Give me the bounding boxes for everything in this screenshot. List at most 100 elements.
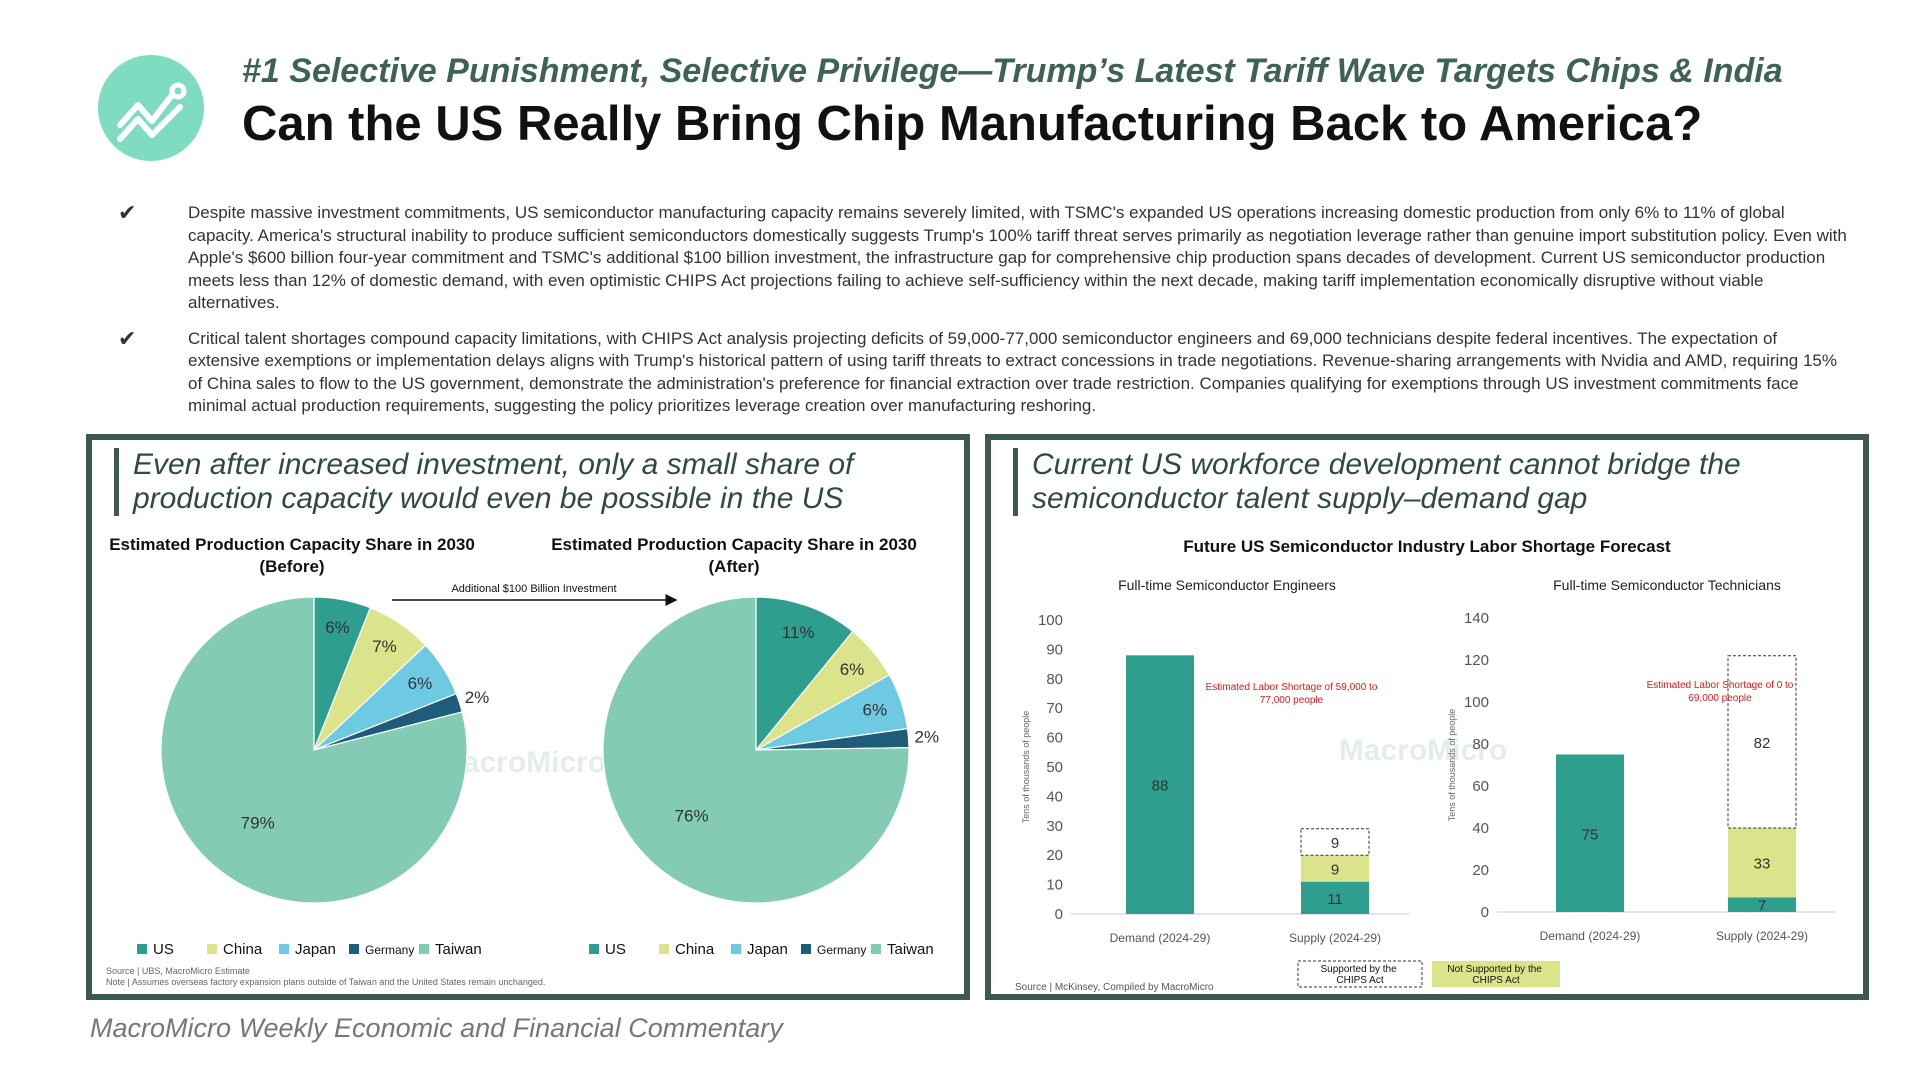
bar-value-label: 75 xyxy=(1582,826,1599,843)
legend-label-supported: Supported by the CHIPS Act xyxy=(1321,964,1400,986)
pie-title-line: (After) xyxy=(709,557,760,576)
legend-swatch-japan xyxy=(279,944,289,954)
assumption-note: Note | Assumes overseas factory expansio… xyxy=(106,977,545,987)
y-tick-label: 20 xyxy=(1046,847,1063,864)
bar-value-label: 9 xyxy=(1331,835,1339,852)
arrow-label: Additional $100 Billion Investment xyxy=(451,583,616,595)
legend-label-taiwan: Taiwan xyxy=(435,941,482,958)
y-tick-label: 80 xyxy=(1046,671,1063,688)
legend-swatch-not-supported xyxy=(1432,961,1560,987)
pie-title-line: Estimated Production Capacity Share in 2… xyxy=(109,535,475,554)
header-kicker: #1 Selective Punishment, Selective Privi… xyxy=(242,52,1783,90)
engineers-bar-chart: 0 10 20 30 40 50 60 70 80 90 100 Tens of thousands … xyxy=(1021,612,1409,945)
legend-label-china: China xyxy=(223,941,263,958)
y-tick-label: 50 xyxy=(1046,759,1063,776)
pie-title-after: Estimated Production Capacity Share in 2… xyxy=(551,535,917,576)
bar-value-label: 7 xyxy=(1758,898,1766,915)
pie-legend-after: US China Japan Germany Taiwan xyxy=(589,941,934,958)
shortage-annotation: Estimated Labor Shortage of 59,000 to xyxy=(1206,682,1378,693)
y-tick-label: 0 xyxy=(1055,906,1063,923)
macromicro-logo xyxy=(98,55,204,161)
legend-label-taiwan: Taiwan xyxy=(887,941,934,958)
y-tick-label: 70 xyxy=(1046,700,1063,717)
legend-line: Supported by the xyxy=(1321,964,1398,975)
x-category-label: Supply (2024-29) xyxy=(1289,931,1381,945)
legend-swatch-us xyxy=(589,944,599,954)
y-axis-label: Tens of thousands of people xyxy=(1447,709,1457,822)
y-tick-label: 0 xyxy=(1481,904,1489,921)
pie-label-japan: 6% xyxy=(863,701,888,720)
legend-line: CHIPS Act xyxy=(1336,975,1383,986)
shortage-annotation: 77,000 people xyxy=(1260,695,1324,706)
y-axis-label: Tens of thousands of people xyxy=(1021,711,1031,824)
legend-swatch-china xyxy=(207,944,217,954)
bar-segment-supported xyxy=(1727,655,1797,829)
y-tick-label: 30 xyxy=(1046,818,1063,835)
legend-swatch-us xyxy=(137,944,147,954)
source-note: Source | McKinsey, Compiled by MacroMicr… xyxy=(1015,982,1214,993)
y-tick-label: 140 xyxy=(1464,610,1489,627)
panel-title: Even after increased investment, only a … xyxy=(114,448,934,516)
source-note: Source | UBS, MacroMicro Estimate xyxy=(106,966,250,976)
checkmark-icon: ✔ xyxy=(118,200,137,225)
page-title: Can the US Really Bring Chip Manufacturi… xyxy=(242,97,1703,151)
bullet-text: Despite massive investment commitments, … xyxy=(188,203,1847,312)
pie-label-taiwan: 79% xyxy=(241,814,275,833)
pie-slice-us xyxy=(755,596,854,752)
legend-swatch-supported xyxy=(1297,960,1423,988)
pie-label-taiwan: 76% xyxy=(675,806,709,825)
engineers-subtitle: Full-time Semiconductor Engineers xyxy=(1118,577,1336,593)
technicians-bar-chart: 0 20 40 60 80 100 120 140 Tens of thousands of p… xyxy=(1447,610,1836,943)
bar-value-label: 82 xyxy=(1754,735,1771,752)
bar-value-label: 33 xyxy=(1754,856,1771,873)
footer-caption: MacroMicro Weekly Economic and Financial… xyxy=(90,1013,783,1043)
labor-shortage-bar-charts: MacroMicro Future US Semiconductor Indus… xyxy=(1015,537,1836,993)
legend-label-japan: Japan xyxy=(747,941,788,958)
bar-segment-current-supply xyxy=(1728,897,1796,912)
pie-label-japan: 6% xyxy=(408,674,433,693)
capacity-share-panel: Even after increased investment, only a … xyxy=(86,434,970,1000)
pie-label-germany: 2% xyxy=(465,688,490,707)
pie-slice-taiwan xyxy=(602,596,910,904)
capacity-pie-charts: MacroMicro Estimated Production Capacity… xyxy=(106,535,940,987)
y-tick-label: 80 xyxy=(1472,736,1489,753)
y-tick-label: 60 xyxy=(1046,730,1063,747)
legend-label-germany: Germany xyxy=(817,943,866,957)
panel-title: Current US workforce development cannot … xyxy=(1013,448,1833,516)
bullet-text: Critical talent shortages compound capac… xyxy=(188,328,1837,416)
bar-segment-not-supported xyxy=(1301,855,1369,882)
y-tick-label: 90 xyxy=(1046,641,1063,658)
pie-title-line: Estimated Production Capacity Share in 2… xyxy=(551,535,917,554)
shortage-annotation: Estimated Labor Shortage of 0 to xyxy=(1647,680,1794,691)
checkmark-icon: ✔ xyxy=(118,325,137,351)
pie-label-china: 7% xyxy=(372,637,397,656)
pie-title-before: Estimated Production Capacity Share in 2… xyxy=(109,535,475,576)
pie-slice-taiwan xyxy=(160,596,468,904)
x-category-label: Demand (2024-29) xyxy=(1540,929,1641,943)
bar-segment-supported xyxy=(1300,828,1370,856)
pie-title-line: (Before) xyxy=(259,557,324,576)
legend-line: CHIPS Act xyxy=(1472,975,1519,986)
y-tick-label: 20 xyxy=(1472,862,1489,879)
legend-line: Not Supported by the xyxy=(1447,964,1542,975)
legend-label-germany: Germany xyxy=(365,943,414,957)
legend-label-china: China xyxy=(675,941,715,958)
legend-label-us: US xyxy=(605,941,626,958)
x-category-label: Demand (2024-29) xyxy=(1110,931,1211,945)
legend-label-not-supported: Not Supported by the CHIPS Act xyxy=(1447,964,1544,986)
technicians-subtitle: Full-time Semiconductor Technicians xyxy=(1553,577,1781,593)
bar-value-label: 11 xyxy=(1327,891,1343,908)
pie-label-china: 6% xyxy=(840,660,865,679)
shortage-annotation: 69,000 people xyxy=(1688,693,1752,704)
legend-swatch-japan xyxy=(731,944,741,954)
bar-value-label: 88 xyxy=(1152,778,1169,795)
pie-label-germany: 2% xyxy=(915,728,940,747)
labor-shortage-panel: Current US workforce development cannot … xyxy=(985,434,1869,1000)
y-tick-label: 40 xyxy=(1472,820,1489,837)
legend-label-us: US xyxy=(153,941,174,958)
watermark: MacroMicro xyxy=(1339,734,1507,767)
legend-label-japan: Japan xyxy=(295,941,336,958)
bar-segment-not-supported xyxy=(1728,828,1796,898)
bullet-list: ✔ Despite massive investment commitments… xyxy=(118,200,1848,431)
bar-legend: Supported by the CHIPS Act Not Supported… xyxy=(1297,960,1560,988)
